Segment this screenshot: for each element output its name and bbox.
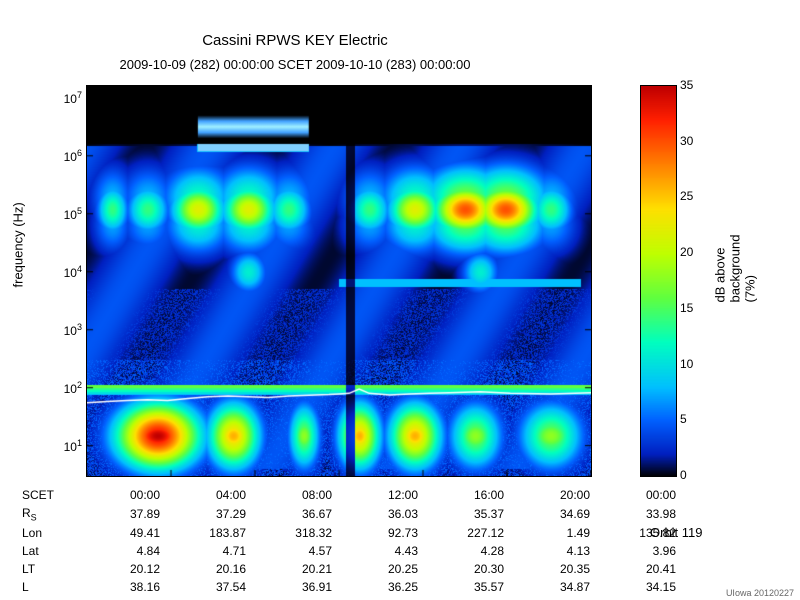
colorbar-tick: 30 (680, 134, 693, 148)
xrow-cell: 00:00 (76, 487, 160, 503)
xrow-cell: 36.25 (334, 579, 418, 595)
y-tick: 105 (42, 206, 82, 222)
xrow-cell: 38.16 (76, 579, 160, 595)
xrow-cell: 33.98 (592, 505, 676, 523)
xrow-cell: 4.71 (162, 543, 246, 559)
xrow-cell: 49.41 (76, 525, 160, 541)
colorbar-tick: 15 (680, 301, 693, 315)
colorbar-tick: 20 (680, 245, 693, 259)
xrow-cell: 00:00 (592, 487, 676, 503)
y-tick: 102 (42, 380, 82, 396)
xrow-cell: 4.13 (506, 543, 590, 559)
y-tick: 103 (42, 322, 82, 338)
y-tick: 101 (42, 438, 82, 454)
xrow-cell: 92.73 (334, 525, 418, 541)
xrow-cell: 36.67 (248, 505, 332, 523)
colorbar-tick: 10 (680, 357, 693, 371)
xrow-cell: 1.49 (506, 525, 590, 541)
xrow-cell: 20.35 (506, 561, 590, 577)
xrow-cell: 36.03 (334, 505, 418, 523)
spectrogram-canvas (87, 86, 591, 476)
xrow-cell: 227.12 (420, 525, 504, 541)
colorbar-tick: 25 (680, 189, 693, 203)
xrow-cell: 34.87 (506, 579, 590, 595)
colorbar-label: dB above background (7%) (713, 235, 758, 303)
colorbar (640, 85, 677, 477)
xrow-cell: 20.25 (334, 561, 418, 577)
xrow-cell: 20.12 (76, 561, 160, 577)
spectrogram-plot (86, 85, 592, 477)
xrow-label: RS (22, 505, 74, 523)
colorbar-tick: 5 (680, 412, 687, 426)
xrow-cell: 35.37 (420, 505, 504, 523)
y-tick: 104 (42, 264, 82, 280)
xrow-cell: 4.43 (334, 543, 418, 559)
xrow-cell: 16:00 (420, 487, 504, 503)
x-axis-data-table: SCET00:0004:0008:0012:0016:0020:0000:00R… (20, 485, 678, 597)
xrow-cell: 35.57 (420, 579, 504, 595)
footer-text: UIowa 20120227 (726, 588, 794, 598)
xrow-label: L (22, 579, 74, 595)
y-tick: 106 (42, 148, 82, 164)
y-tick: 107 (42, 90, 82, 106)
chart-subtitle: 2009-10-09 (282) 00:00:00 SCET 2009-10-1… (0, 57, 590, 72)
xrow-cell: 34.69 (506, 505, 590, 523)
xrow-cell: 20.30 (420, 561, 504, 577)
xrow-cell: 20.41 (592, 561, 676, 577)
xrow-cell: 37.89 (76, 505, 160, 523)
chart-title: Cassini RPWS KEY Electric (0, 32, 590, 49)
colorbar-tick: 0 (680, 468, 687, 482)
y-axis-label: frequency (Hz) (11, 202, 26, 287)
xrow-cell: 20:00 (506, 487, 590, 503)
xrow-cell: 20.21 (248, 561, 332, 577)
xrow-cell: 20.16 (162, 561, 246, 577)
xrow-cell: 36.91 (248, 579, 332, 595)
xrow-cell: 318.32 (248, 525, 332, 541)
xrow-cell: 4.84 (76, 543, 160, 559)
xrow-cell: 37.29 (162, 505, 246, 523)
xrow-cell: 34.15 (592, 579, 676, 595)
xrow-cell: 08:00 (248, 487, 332, 503)
xrow-label: Lat (22, 543, 74, 559)
xrow-label: Lon (22, 525, 74, 541)
xrow-cell: 3.96 (592, 543, 676, 559)
xrow-cell: 12:00 (334, 487, 418, 503)
xrow-cell: 135.82 (592, 525, 676, 541)
xrow-cell: 4.28 (420, 543, 504, 559)
xrow-cell: 37.54 (162, 579, 246, 595)
colorbar-canvas (641, 86, 676, 476)
xrow-cell: 4.57 (248, 543, 332, 559)
xrow-cell: 183.87 (162, 525, 246, 541)
xrow-label: SCET (22, 487, 74, 503)
xrow-label: LT (22, 561, 74, 577)
colorbar-tick: 35 (680, 78, 693, 92)
xrow-cell: 04:00 (162, 487, 246, 503)
